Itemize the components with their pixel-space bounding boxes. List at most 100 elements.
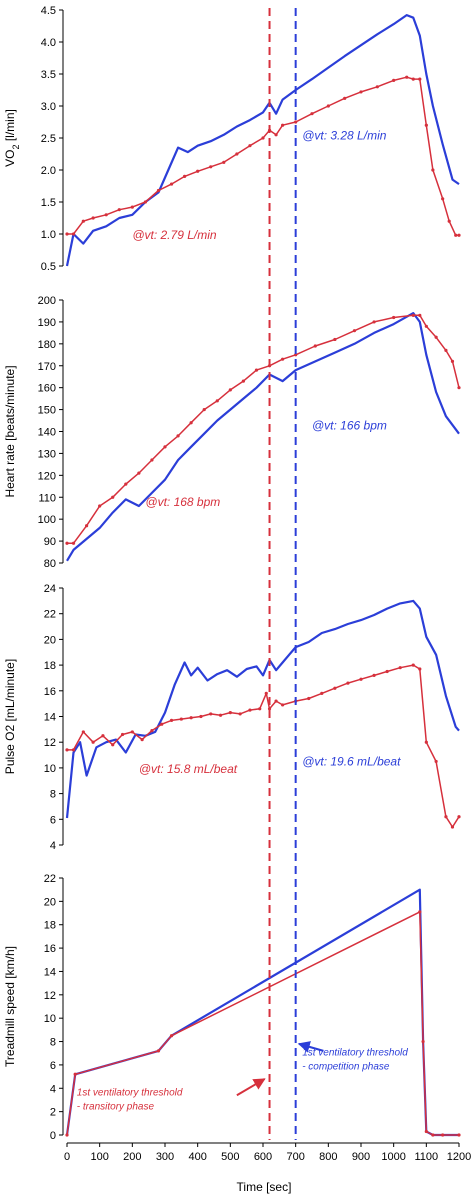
y-tick-label: 0 <box>50 1130 56 1142</box>
data-point <box>281 357 285 361</box>
data-point <box>307 696 311 701</box>
data-point <box>104 213 108 217</box>
data-point <box>176 434 180 438</box>
panel-vo2: 0.5 1.0 1.5 2.0 2.5 3.0 3.5 4.0 4.5 VO2 [l/min] @v… <box>3 5 461 273</box>
data-point <box>434 759 438 764</box>
data-point <box>73 1072 77 1076</box>
y-tick-label: 8 <box>50 789 56 801</box>
data-point <box>424 740 428 744</box>
data-point <box>424 123 428 127</box>
data-point <box>71 541 76 545</box>
x-tick-label: 200 <box>123 1151 141 1163</box>
x-tick-label: 600 <box>254 1151 272 1163</box>
series-line-red <box>66 911 459 1136</box>
data-point <box>156 188 161 193</box>
data-point <box>457 815 461 819</box>
annotation: - competition phase <box>302 1062 390 1073</box>
data-point <box>281 703 285 707</box>
series-line-blue <box>65 14 460 267</box>
data-point <box>454 233 458 237</box>
data-point <box>372 673 376 677</box>
data-point <box>398 666 402 670</box>
data-point <box>444 815 448 819</box>
y-axis-label: Treadmill speed [km/h] <box>3 946 17 1067</box>
data-point <box>163 445 167 449</box>
data-point <box>333 337 337 342</box>
data-point <box>405 75 409 79</box>
data-point <box>418 667 422 671</box>
y-tick-label: 3.0 <box>41 101 56 113</box>
data-point <box>71 748 76 752</box>
annotation: @vt: 3.28 L/min <box>302 128 387 142</box>
x-tick-label: 1200 <box>447 1151 471 1163</box>
data-point <box>91 216 95 220</box>
data-point <box>189 716 193 720</box>
data-point <box>457 386 461 390</box>
annotation: @vt: 2.79 L/min <box>132 228 217 242</box>
data-point <box>196 169 200 173</box>
data-point <box>222 160 226 164</box>
y-tick-label: 4.0 <box>41 37 56 49</box>
y-tick-label: 24 <box>44 583 56 595</box>
y-axis-label: Heart rate [beats/minute] <box>3 365 17 497</box>
annotation: @vt: 166 bpm <box>312 418 387 432</box>
y-tick-label: 18 <box>44 920 56 932</box>
y-tick-label: 18 <box>44 660 56 672</box>
data-point <box>101 734 105 738</box>
data-point <box>81 219 85 223</box>
y-tick-label: 20 <box>44 634 56 646</box>
data-point <box>294 120 298 124</box>
y-tick-label: 1.0 <box>41 229 56 241</box>
data-point <box>411 77 415 81</box>
y-tick-label: 10 <box>44 1013 56 1025</box>
data-point <box>441 197 445 201</box>
data-point <box>352 329 357 333</box>
data-point <box>326 104 330 108</box>
data-point <box>411 313 415 317</box>
x-tick-label: 700 <box>286 1151 304 1163</box>
data-point <box>372 320 376 324</box>
data-point <box>65 232 69 236</box>
x-axis-label: Time [sec] <box>237 1180 292 1194</box>
series-line-red <box>67 664 460 828</box>
x-tick-label: 0 <box>64 1151 70 1163</box>
y-tick-label: 80 <box>44 558 56 570</box>
y-tick-label: 100 <box>38 514 56 526</box>
data-point <box>431 1133 435 1137</box>
x-tick-label: 900 <box>352 1151 370 1163</box>
data-point <box>85 524 89 528</box>
data-point <box>209 712 213 716</box>
y-tick-label: 22 <box>44 609 56 621</box>
annotation: @vt: 19.6 mL/beat <box>302 754 401 768</box>
data-point <box>65 541 69 545</box>
data-point <box>313 344 317 348</box>
data-point <box>281 123 285 127</box>
data-point <box>169 718 174 722</box>
data-point <box>130 730 134 734</box>
data-point <box>209 165 213 169</box>
data-point <box>418 910 422 914</box>
data-point <box>120 732 125 737</box>
data-point <box>111 743 115 747</box>
annotation: @vt: 168 bpm <box>145 495 220 509</box>
data-point <box>140 738 144 742</box>
data-point <box>424 1129 428 1134</box>
data-point <box>169 1034 174 1038</box>
data-point <box>228 711 232 715</box>
y-tick-label: 16 <box>44 686 56 698</box>
data-point <box>248 144 252 148</box>
data-point <box>431 168 435 172</box>
data-point <box>359 677 363 681</box>
data-point <box>457 233 461 237</box>
annotation: - transitory phase <box>77 1101 155 1112</box>
data-point <box>418 313 422 317</box>
annotation: 1st ventilatory threshold <box>77 1087 183 1098</box>
y-axis-label: VO2 [l/min] <box>3 109 21 167</box>
y-tick-label: 8 <box>50 1037 56 1049</box>
y-tick-label: 6 <box>50 814 56 826</box>
y-tick-label: 4 <box>50 1083 56 1095</box>
y-tick-label: 0.5 <box>41 261 56 273</box>
data-point <box>441 1133 445 1137</box>
data-point <box>310 112 314 116</box>
